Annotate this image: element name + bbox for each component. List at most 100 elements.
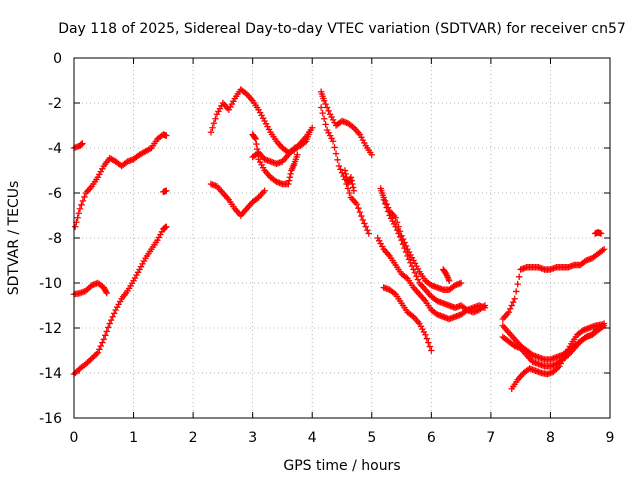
data-point (346, 189, 353, 197)
data-point (163, 223, 170, 230)
data-point (99, 339, 106, 346)
data-point (163, 187, 170, 194)
y-tick-label: -6 (48, 186, 62, 202)
data-point (347, 174, 355, 181)
x-tick-label: 9 (606, 430, 615, 446)
data-point (322, 100, 329, 108)
x-tick-label: 7 (486, 430, 495, 446)
data-point (329, 138, 337, 145)
data-point (74, 214, 81, 221)
tick-layer: 0 1 2 3 4 5 6 7 8 9 0 -2 -4 -6 -8 -10 -12 -14 -16 (39, 51, 614, 446)
data-point (251, 134, 259, 142)
data-point (287, 170, 294, 178)
data-point (428, 347, 435, 354)
data-point (381, 200, 389, 207)
data-point (457, 279, 465, 287)
data-point (212, 115, 219, 122)
data-point (163, 132, 170, 139)
data-point (396, 233, 404, 241)
data-point (106, 320, 113, 327)
data-point (513, 288, 520, 295)
series-l (341, 167, 358, 194)
data-point (252, 135, 259, 143)
data-point (422, 331, 429, 338)
data-point (348, 177, 355, 184)
series-j (317, 88, 375, 158)
x-axis-label: GPS time / hours (283, 458, 400, 474)
data-point (411, 269, 419, 277)
data-point (398, 237, 405, 244)
data-point (100, 336, 107, 343)
data-point (320, 115, 328, 122)
data-point (384, 208, 392, 215)
series-g (207, 180, 268, 219)
data-point (335, 162, 343, 170)
data-point (510, 298, 517, 306)
y-tick-label: -4 (48, 141, 62, 157)
chart-title: Day 118 of 2025, Sidereal Day-to-day VTE… (58, 21, 626, 37)
series-o (380, 196, 489, 316)
data-point (71, 223, 79, 230)
data-point (78, 201, 85, 209)
y-tick-label: -8 (48, 231, 62, 247)
data-point (285, 180, 292, 188)
x-tick-label: 2 (189, 430, 198, 446)
data-point (76, 205, 84, 212)
data-point (425, 339, 432, 346)
series-v (591, 229, 605, 237)
grid-layer (74, 58, 610, 418)
data-point (514, 280, 521, 288)
data-point (505, 309, 512, 316)
data-point (399, 240, 407, 248)
data-point (253, 145, 261, 153)
data-point (600, 246, 608, 253)
data-point (103, 328, 110, 335)
series-u (508, 321, 605, 392)
data-point (358, 212, 365, 220)
series-c (70, 279, 110, 298)
series-e (160, 187, 170, 196)
data-point (407, 259, 414, 266)
data-point (109, 313, 116, 320)
data-point (410, 266, 417, 273)
data-point (393, 226, 401, 234)
x-tick-label: 0 (70, 430, 79, 446)
data-point (349, 184, 357, 191)
data-point (207, 129, 215, 136)
x-tick-label: 4 (308, 430, 317, 446)
data-point (96, 346, 103, 353)
data-point (322, 121, 329, 128)
data-point (353, 201, 361, 208)
data-point (401, 244, 408, 252)
data-point (325, 107, 332, 115)
x-tick-label: 3 (248, 430, 257, 446)
data-point (349, 180, 356, 188)
data-point (508, 302, 515, 309)
y-tick-label: -2 (48, 96, 62, 112)
y-axis-label: SDTVAR / TECUs (6, 181, 22, 296)
x-tick-label: 1 (129, 430, 138, 446)
data-point (408, 262, 416, 270)
data-point (209, 124, 216, 131)
data-point (79, 140, 86, 147)
data-point (337, 166, 344, 173)
data-point (423, 335, 431, 342)
data-point (323, 104, 331, 111)
data-point (364, 226, 371, 234)
data-point (362, 223, 370, 230)
data-point (402, 248, 410, 256)
data-point (392, 223, 399, 230)
data-point (210, 120, 218, 127)
y-tick-label: -14 (39, 366, 62, 382)
data-point (414, 276, 422, 283)
data-point (383, 204, 390, 211)
data-point (511, 295, 518, 302)
y-tick-label: -16 (39, 411, 62, 427)
data-point (102, 288, 110, 295)
data-point (94, 349, 102, 356)
series-a (70, 140, 86, 152)
points-layer (70, 86, 608, 392)
x-tick-label: 8 (546, 430, 555, 446)
